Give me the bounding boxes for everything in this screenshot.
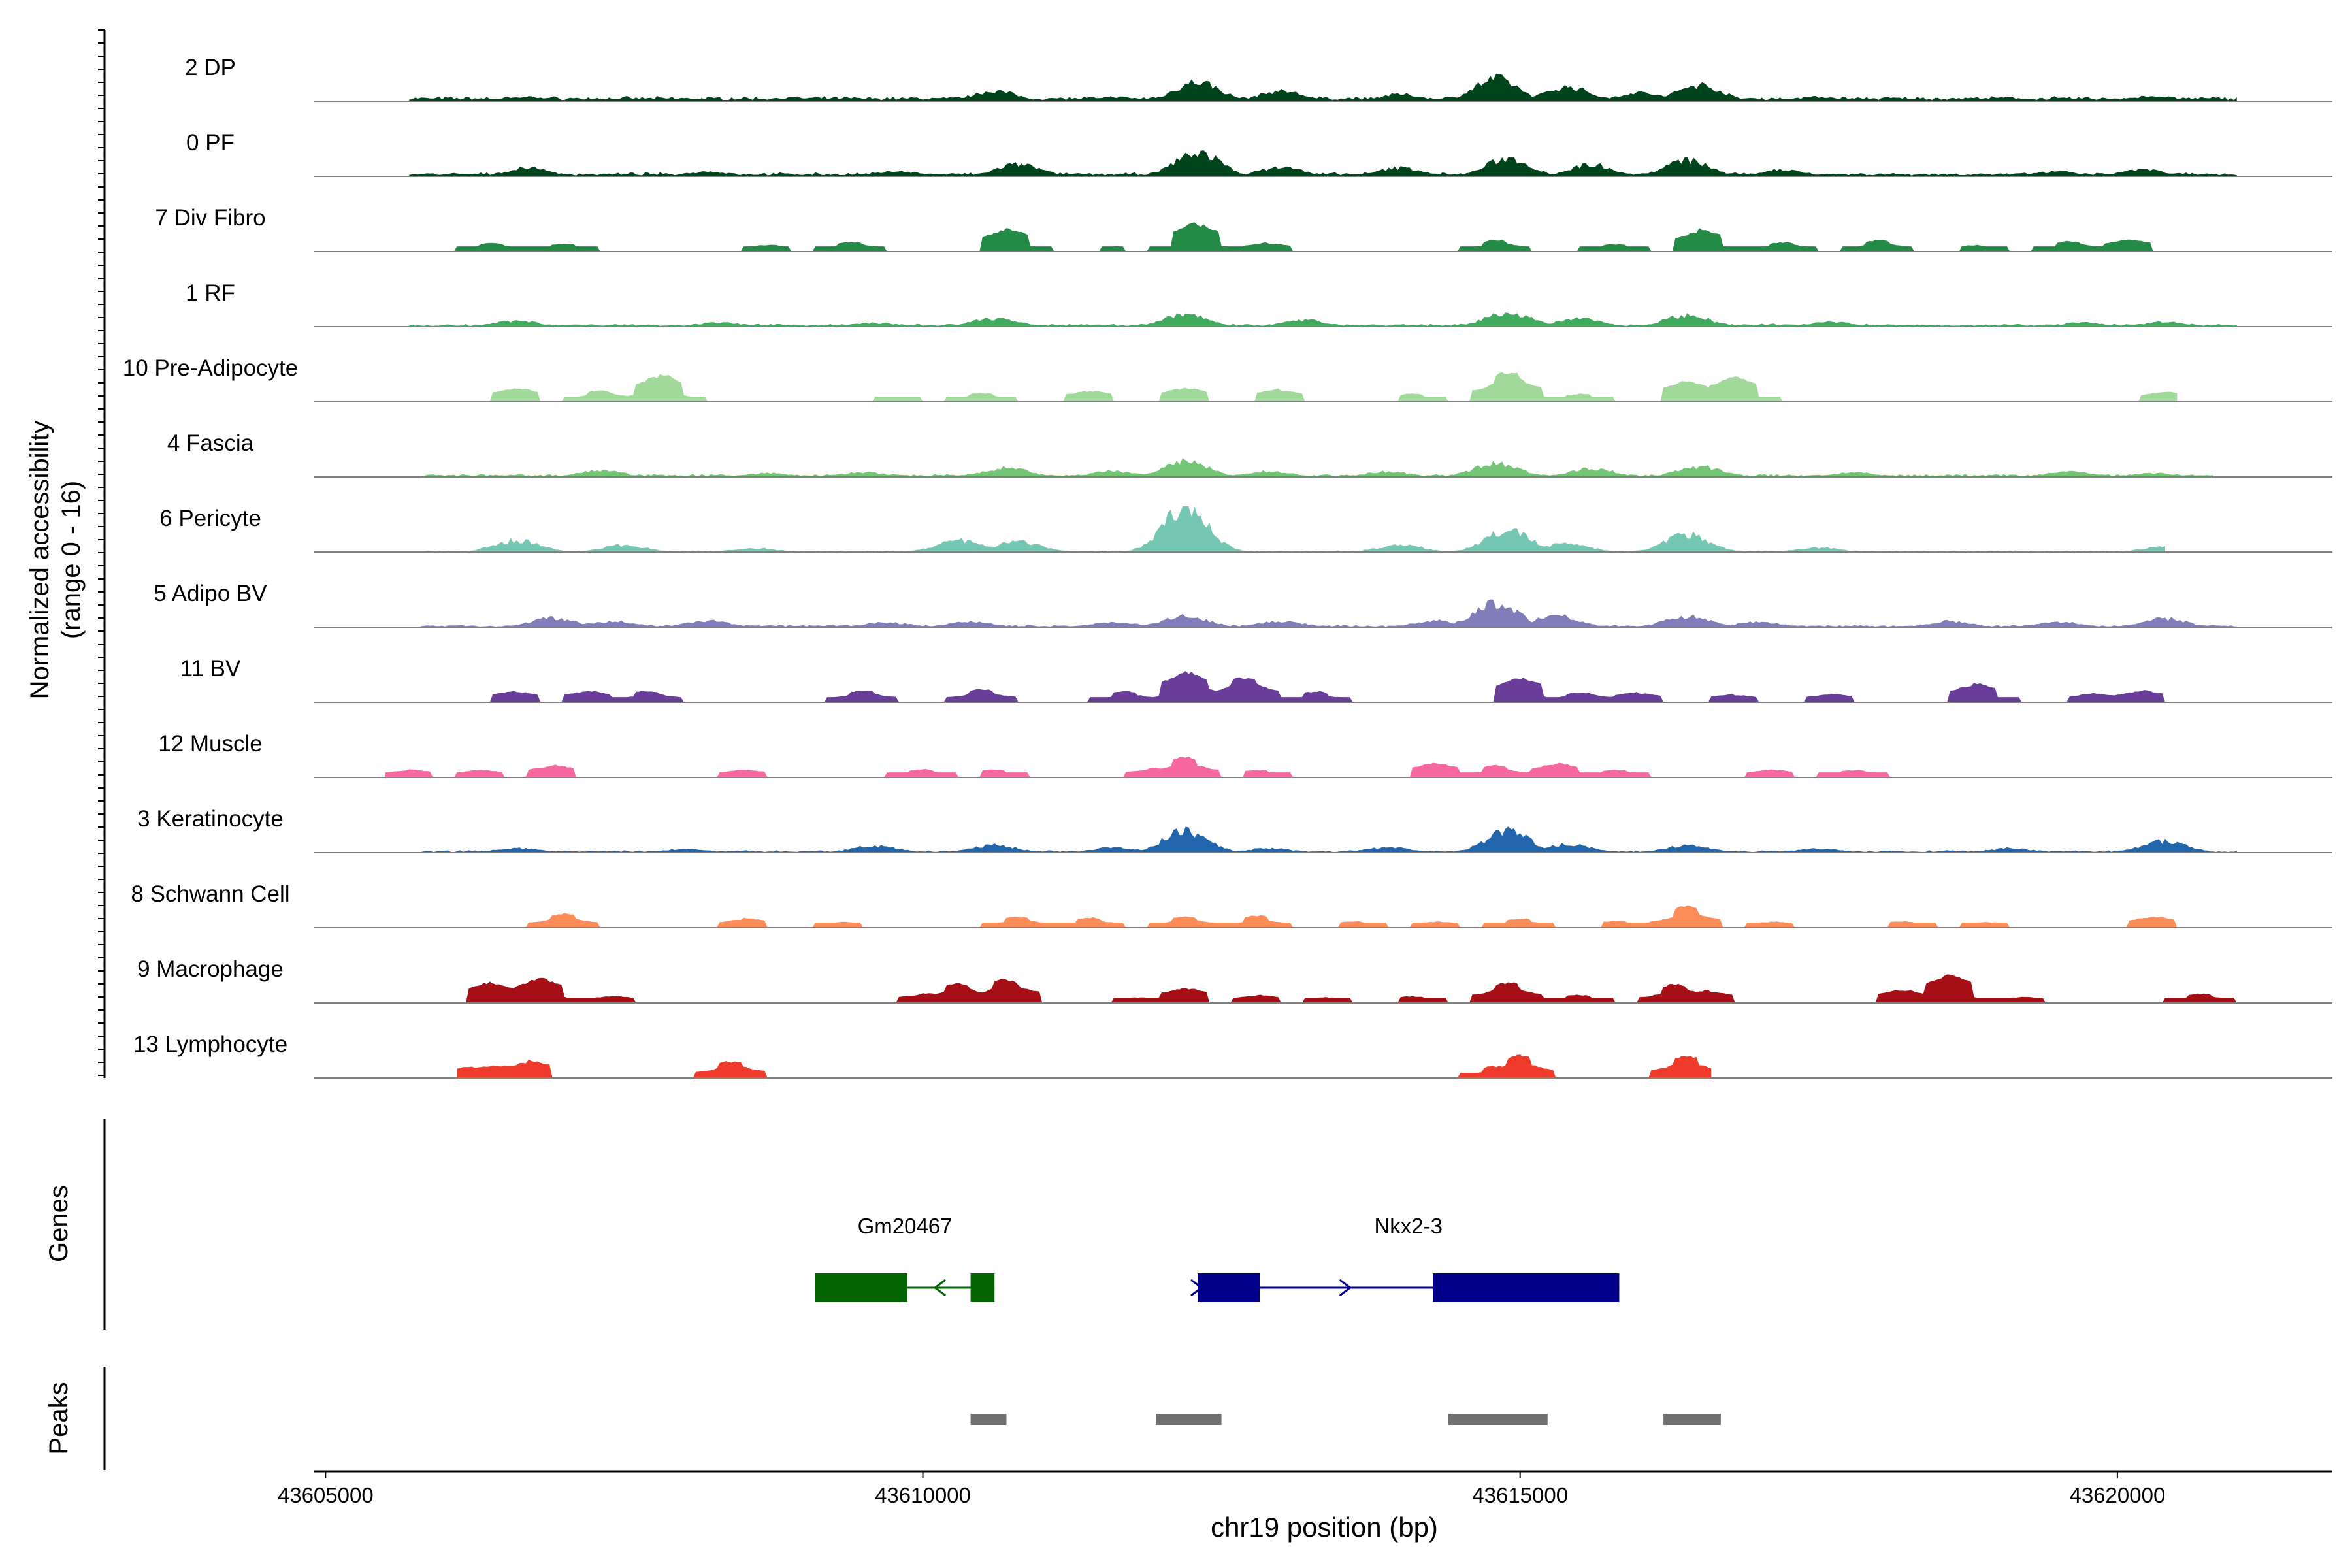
coverage-area — [409, 150, 2237, 176]
track-label: 13 Lymphocyte — [133, 1032, 287, 1057]
coverage-area — [421, 599, 2237, 627]
track-7-div-fibro: 7 Div Fibro — [155, 205, 2332, 252]
peak-regions — [970, 1414, 1721, 1425]
track-4-fascia: 4 Fascia — [167, 431, 2332, 478]
coverage-tracks: 2 DP 0 PF 7 Div Fibro 1 RF 10 Pre-Adipocyte 4… — [123, 55, 2332, 1079]
track-label: 7 Div Fibro — [155, 205, 265, 231]
track-label: 9 Macrophage — [137, 956, 284, 982]
track-label: 1 RF — [186, 280, 235, 306]
coverage-area — [373, 372, 2178, 402]
track-label: 12 Muscle — [158, 731, 263, 757]
track-label: 11 BV — [180, 656, 241, 681]
track-8-schwann-cell: 8 Schwann Cell — [131, 881, 2332, 928]
peak-bar — [970, 1414, 1007, 1425]
track-label: 6 Pericyte — [159, 506, 261, 531]
strand-arrow-icon — [933, 1279, 947, 1297]
coverage-area — [421, 826, 2237, 853]
track-2-dp: 2 DP — [185, 55, 2332, 102]
gene-label: Gm20467 — [858, 1214, 953, 1238]
coverage-y-ticks — [98, 29, 105, 1076]
track-label: 3 Keratinocyte — [137, 806, 284, 832]
track-0-pf: 0 PF — [186, 130, 2332, 177]
x-tick-label: 43605000 — [278, 1483, 374, 1507]
track-10-pre-adipocyte: 10 Pre-Adipocyte — [123, 355, 2332, 402]
x-tick-label: 43620000 — [2069, 1483, 2165, 1507]
gene-label: Nkx2-3 — [1374, 1214, 1443, 1238]
track-13-lymphocyte: 13 Lymphocyte — [133, 1032, 2332, 1079]
peak-bar — [1448, 1414, 1548, 1425]
coverage-area — [385, 756, 1903, 777]
x-axis-ticks: 43605000 43610000 43615000 43620000 — [278, 1471, 2165, 1507]
track-12-muscle: 12 Muscle — [158, 731, 2332, 778]
gene-exon — [1198, 1273, 1260, 1302]
coverage-area — [409, 905, 2237, 928]
track-label: 0 PF — [186, 130, 235, 155]
track-label: 8 Schwann Cell — [131, 881, 289, 907]
x-tick-label: 43615000 — [1472, 1483, 1568, 1507]
coverage-area — [409, 312, 2237, 327]
coverage-area — [421, 458, 2213, 477]
coverage-area — [433, 222, 2213, 252]
strand-arrow-icon — [1190, 1279, 1203, 1297]
track-label: 10 Pre-Adipocyte — [123, 355, 298, 381]
gene-exon — [815, 1273, 907, 1302]
gene-exon — [1433, 1273, 1620, 1302]
gene-exon — [970, 1273, 995, 1302]
track-label: 4 Fascia — [167, 431, 254, 456]
track-label: 2 DP — [185, 55, 236, 80]
gene-nkx2-3: Nkx2-3 — [1190, 1214, 1620, 1302]
track-5-adipo-bv: 5 Adipo BV — [154, 581, 2332, 628]
strand-arrow-icon — [1339, 1279, 1352, 1297]
x-axis-label: chr19 position (bp) — [1211, 1512, 1438, 1543]
gene-gm20467: Gm20467 — [815, 1214, 995, 1302]
peak-bar — [1663, 1414, 1721, 1425]
track-6-pericyte: 6 Pericyte — [159, 506, 2332, 553]
peak-bar — [1156, 1414, 1222, 1425]
track-11-bv: 11 BV — [180, 656, 2332, 703]
peaks-track-label: Peaks — [44, 1382, 73, 1454]
track-label: 5 Adipo BV — [154, 581, 267, 606]
track-9-macrophage: 9 Macrophage — [137, 956, 2332, 1004]
coverage-area — [409, 73, 2237, 101]
x-tick-label: 43610000 — [875, 1483, 971, 1507]
coverage-area — [445, 974, 2237, 1003]
track-1-rf: 1 RF — [186, 280, 2332, 327]
y-axis-label-line1: Normalized accessibility — [25, 421, 54, 700]
y-axis-label-line2: (range 0 - 16) — [57, 481, 86, 639]
genes-track-label: Genes — [44, 1185, 73, 1262]
track-3-keratinocyte: 3 Keratinocyte — [137, 806, 2332, 853]
coverage-area — [421, 670, 2178, 702]
gene-models: Gm20467 Nkx2-3 — [815, 1214, 1620, 1302]
